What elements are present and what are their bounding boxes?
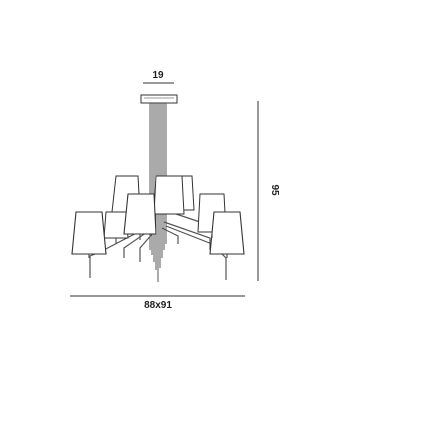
canopy-width-dimension: 19 bbox=[143, 70, 174, 84]
shade-front-left bbox=[71, 211, 107, 255]
height-label: 95 bbox=[269, 184, 280, 196]
lamp-shades-front bbox=[71, 193, 245, 255]
shade-middle-center bbox=[153, 175, 185, 215]
ceiling-canopy bbox=[140, 94, 178, 104]
shade-middle-left bbox=[103, 211, 129, 239]
shade-front-center bbox=[123, 193, 157, 235]
shade-sockets bbox=[88, 232, 228, 258]
height-dimension: 95 bbox=[257, 101, 280, 281]
shade-front-right bbox=[209, 211, 245, 255]
lamp-shades-middle bbox=[103, 175, 185, 239]
footprint-label: 88x91 bbox=[144, 300, 172, 311]
footprint-dimension: 88x91 bbox=[70, 295, 245, 311]
canopy-width-label: 19 bbox=[152, 70, 164, 81]
